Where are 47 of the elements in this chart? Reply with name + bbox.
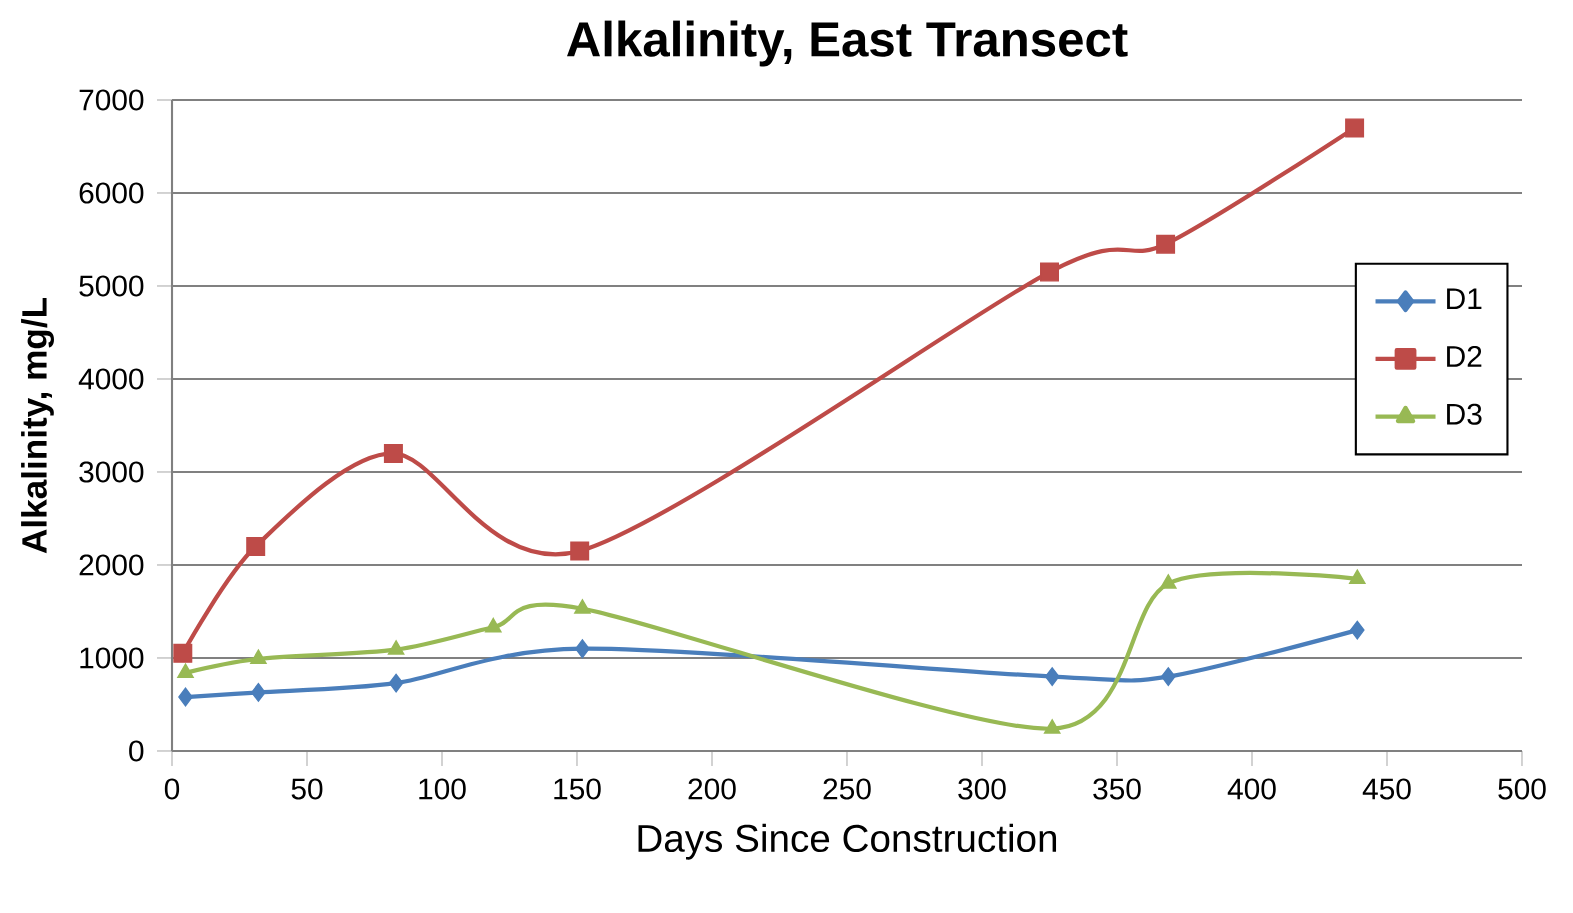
point [250,649,267,665]
point [575,639,590,659]
point [173,643,193,663]
y-tick-label: 6000 [79,182,144,204]
legend-label: D1 [1447,288,1482,309]
x-tick-label: 100 [419,778,466,800]
x-tick-label: 250 [823,778,871,800]
point [484,617,502,633]
point [251,682,266,702]
point [387,640,405,655]
point [1345,118,1365,138]
point [246,536,266,556]
x-tick-label: 200 [688,778,736,800]
x-tick-label: 350 [1093,778,1141,800]
y-tick-label: 0 [129,740,144,762]
x-axis-title: Days Since Construction [638,823,1057,860]
x-tick-label: 150 [554,778,601,800]
point [1156,234,1176,254]
x-tick-label: 450 [1362,778,1411,800]
point [1350,620,1365,640]
y-tick-label: 1000 [80,647,144,669]
y-tick-label: 3000 [79,461,144,483]
point [1161,667,1176,687]
y-tick-label: 2000 [79,554,144,576]
legend-label: D3 [1447,403,1482,425]
x-tick-label: 0 [164,778,180,800]
y-tick-label: 5000 [79,275,144,297]
point [1044,667,1060,687]
point [178,687,193,707]
point [570,541,590,561]
point [1348,569,1366,585]
point [177,663,194,678]
y-tick-label: 4000 [78,368,144,390]
point [574,599,591,614]
x-tick-label: 400 [1227,778,1276,800]
point [388,673,404,693]
x-tick-label: 500 [1498,778,1546,800]
y-tick-label: 7000 [79,89,144,111]
legend-label: D2 [1447,345,1482,367]
point [1159,574,1177,589]
x-tick-label: 300 [958,778,1006,800]
point [383,443,403,463]
point [1043,719,1061,734]
point [1040,262,1059,282]
chart-title: Alkalinity, East Transect [566,20,1128,67]
x-tick-label: 50 [291,778,323,800]
y-axis-title: Alkalinity, mg/L [21,298,54,554]
